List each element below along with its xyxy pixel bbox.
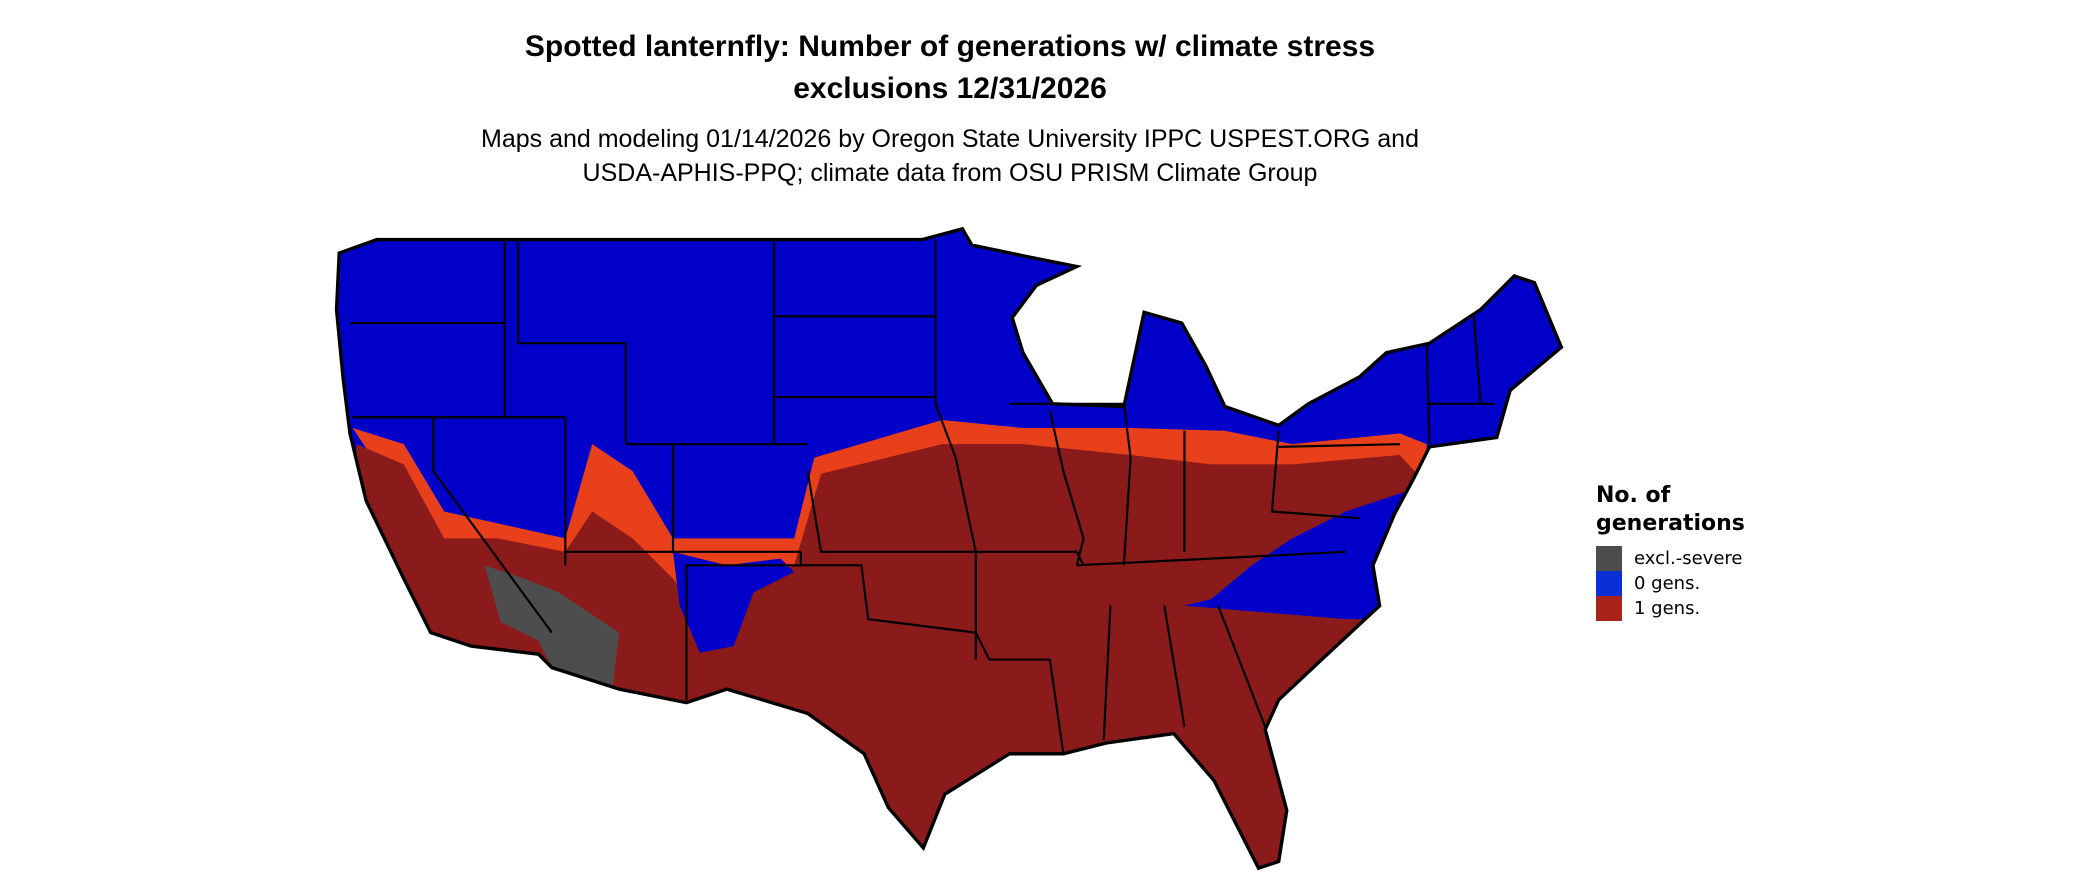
map-title: Spotted lanternfly: Number of generation…	[0, 26, 1900, 110]
region-zero-gens-southwest	[673, 551, 795, 653]
title-line-1: Spotted lanternfly: Number of generation…	[524, 30, 1376, 63]
legend: No. of generations excl.-severe 0 gens. …	[1596, 482, 1745, 621]
legend-label: 0 gens.	[1634, 573, 1701, 594]
legend-item-zero-gens: 0 gens.	[1596, 571, 1745, 596]
legend-title: No. of generations	[1596, 482, 1745, 538]
title-line-2: exclusions 12/31/2026	[793, 72, 1107, 105]
legend-item-one-gen: 1 gens.	[1596, 596, 1745, 621]
legend-swatch	[1596, 571, 1622, 596]
map-subtitle: Maps and modeling 01/14/2026 by Oregon S…	[0, 122, 1900, 190]
legend-item-excluded: excl.-severe	[1596, 546, 1745, 571]
legend-label: excl.-severe	[1634, 548, 1743, 569]
legend-swatch	[1596, 546, 1622, 571]
subtitle-line-2: USDA-APHIS-PPQ; climate data from OSU PR…	[582, 159, 1318, 187]
legend-swatch	[1596, 596, 1622, 621]
subtitle-line-1: Maps and modeling 01/14/2026 by Oregon S…	[481, 125, 1419, 153]
legend-title-line-1: No. of	[1596, 483, 1671, 508]
legend-label: 1 gens.	[1634, 598, 1701, 619]
state-borders	[349, 239, 1495, 754]
region-excluded	[484, 565, 620, 690]
legend-title-line-2: generations	[1596, 511, 1745, 536]
